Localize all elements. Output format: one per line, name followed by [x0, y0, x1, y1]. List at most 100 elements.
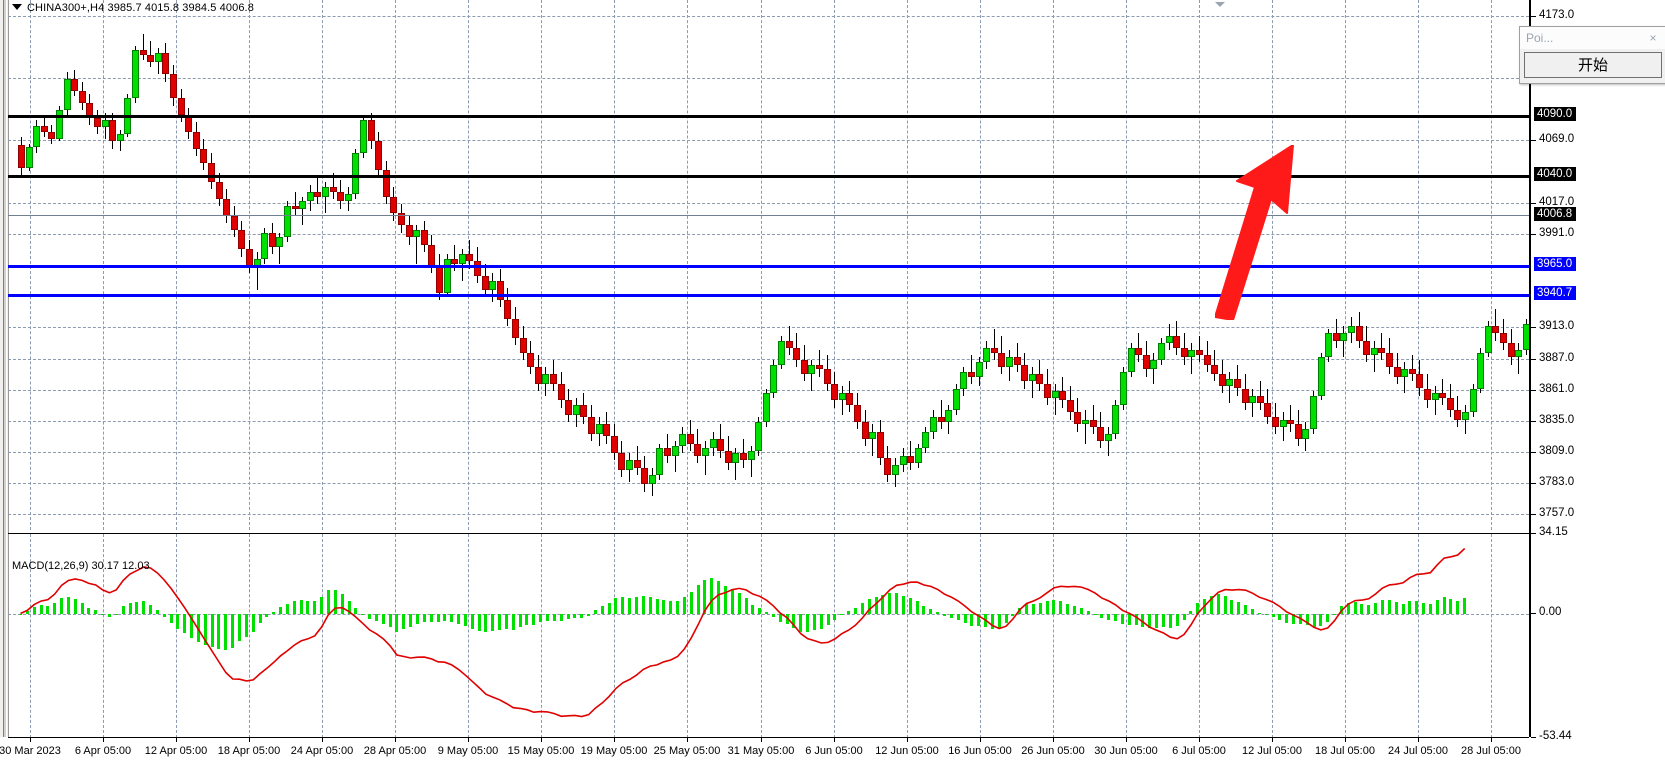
candlestick[interactable]	[162, 0, 170, 530]
candlestick[interactable]	[1036, 0, 1044, 530]
candlestick[interactable]	[975, 0, 983, 530]
candlestick[interactable]	[177, 0, 185, 530]
candlestick[interactable]	[101, 0, 109, 530]
candlestick[interactable]	[1059, 0, 1067, 530]
candlestick[interactable]	[717, 0, 725, 530]
candlestick[interactable]	[846, 0, 854, 530]
candlestick[interactable]	[937, 0, 945, 530]
candlestick[interactable]	[1234, 0, 1241, 530]
candlestick[interactable]	[914, 0, 922, 530]
candlestick[interactable]	[405, 0, 413, 530]
candlestick[interactable]	[375, 0, 383, 530]
candlestick[interactable]	[1218, 0, 1226, 530]
price-level-tag[interactable]: 4040.0	[1534, 167, 1577, 182]
price-level-line[interactable]	[8, 175, 1529, 179]
candlestick[interactable]	[1378, 0, 1386, 530]
candlestick[interactable]	[276, 0, 284, 530]
candlestick[interactable]	[930, 0, 937, 530]
candlestick[interactable]	[481, 0, 489, 530]
candlestick[interactable]	[1507, 0, 1515, 530]
candlestick[interactable]	[1097, 0, 1105, 530]
candlestick[interactable]	[1021, 0, 1029, 530]
candlestick[interactable]	[1196, 0, 1203, 530]
candlestick[interactable]	[1294, 0, 1302, 530]
candlestick[interactable]	[1142, 0, 1150, 530]
candlestick[interactable]	[78, 0, 86, 530]
candlestick[interactable]	[702, 0, 709, 530]
price-level-line[interactable]	[8, 115, 1529, 119]
candlestick[interactable]	[626, 0, 633, 530]
candlestick[interactable]	[1180, 0, 1188, 530]
candlestick[interactable]	[1492, 0, 1500, 530]
candlestick[interactable]	[230, 0, 238, 530]
candlestick[interactable]	[1256, 0, 1264, 530]
candlestick[interactable]	[1484, 0, 1492, 530]
candlestick[interactable]	[284, 0, 291, 530]
candlestick[interactable]	[40, 0, 48, 530]
candlestick[interactable]	[1446, 0, 1454, 530]
candlestick[interactable]	[755, 0, 763, 530]
candlestick[interactable]	[1424, 0, 1431, 530]
candlestick[interactable]	[147, 0, 155, 530]
candlestick[interactable]	[329, 0, 337, 530]
candlestick[interactable]	[884, 0, 892, 530]
candlestick[interactable]	[398, 0, 405, 530]
candlestick[interactable]	[200, 0, 208, 530]
candlestick[interactable]	[1028, 0, 1036, 530]
candlestick[interactable]	[854, 0, 861, 530]
candlestick[interactable]	[762, 0, 770, 530]
candlestick[interactable]	[998, 0, 1006, 530]
candlestick[interactable]	[960, 0, 968, 530]
candlestick[interactable]	[747, 0, 755, 530]
popup-dialog[interactable]: Poi... × 开始	[1519, 26, 1665, 84]
candlestick[interactable]	[139, 0, 147, 530]
candlestick[interactable]	[413, 0, 421, 530]
candlestick[interactable]	[922, 0, 930, 530]
candlestick[interactable]	[838, 0, 846, 530]
up-arrow-annotation-icon[interactable]	[1215, 145, 1315, 320]
candlestick[interactable]	[1302, 0, 1310, 530]
candlestick[interactable]	[1188, 0, 1196, 530]
candlestick[interactable]	[610, 0, 618, 530]
candlestick[interactable]	[489, 0, 497, 530]
candlestick[interactable]	[1348, 0, 1355, 530]
candlestick[interactable]	[952, 0, 960, 530]
time-axis[interactable]: 30 Mar 2023 6 Apr 05:00 12 Apr 05:00 18 Apr…	[0, 737, 1529, 765]
pane-resize-marker-icon[interactable]	[1215, 2, 1225, 7]
chevron-down-icon[interactable]	[12, 4, 22, 11]
candlestick[interactable]	[968, 0, 975, 530]
candlestick[interactable]	[527, 0, 535, 530]
candlestick[interactable]	[1127, 0, 1135, 530]
candlestick[interactable]	[496, 0, 504, 530]
candlestick[interactable]	[1317, 0, 1325, 530]
candlestick[interactable]	[1500, 0, 1507, 530]
candlestick[interactable]	[352, 0, 360, 530]
candlestick[interactable]	[1401, 0, 1409, 530]
candlestick[interactable]	[907, 0, 915, 530]
candlestick[interactable]	[983, 0, 991, 530]
candlestick[interactable]	[1089, 0, 1097, 530]
start-button[interactable]: 开始	[1524, 52, 1662, 78]
candlestick[interactable]	[1241, 0, 1249, 530]
candlestick[interactable]	[63, 0, 71, 530]
candlestick[interactable]	[869, 0, 877, 530]
candlestick[interactable]	[322, 0, 329, 530]
candlestick[interactable]	[1226, 0, 1234, 530]
candlestick[interactable]	[1325, 0, 1333, 530]
candlestick[interactable]	[56, 0, 63, 530]
candlestick[interactable]	[390, 0, 398, 530]
close-icon[interactable]: ×	[1649, 31, 1657, 45]
candlestick[interactable]	[945, 0, 953, 530]
candlestick[interactable]	[1370, 0, 1378, 530]
candlestick[interactable]	[572, 0, 580, 530]
candlestick[interactable]	[1340, 0, 1348, 530]
candlestick[interactable]	[899, 0, 907, 530]
candlestick[interactable]	[816, 0, 823, 530]
candlestick[interactable]	[18, 0, 25, 530]
candlestick[interactable]	[823, 0, 831, 530]
candlestick[interactable]	[291, 0, 299, 530]
candlestick[interactable]	[831, 0, 839, 530]
candlestick[interactable]	[534, 0, 542, 530]
candlestick[interactable]	[1074, 0, 1082, 530]
candlestick[interactable]	[268, 0, 276, 530]
